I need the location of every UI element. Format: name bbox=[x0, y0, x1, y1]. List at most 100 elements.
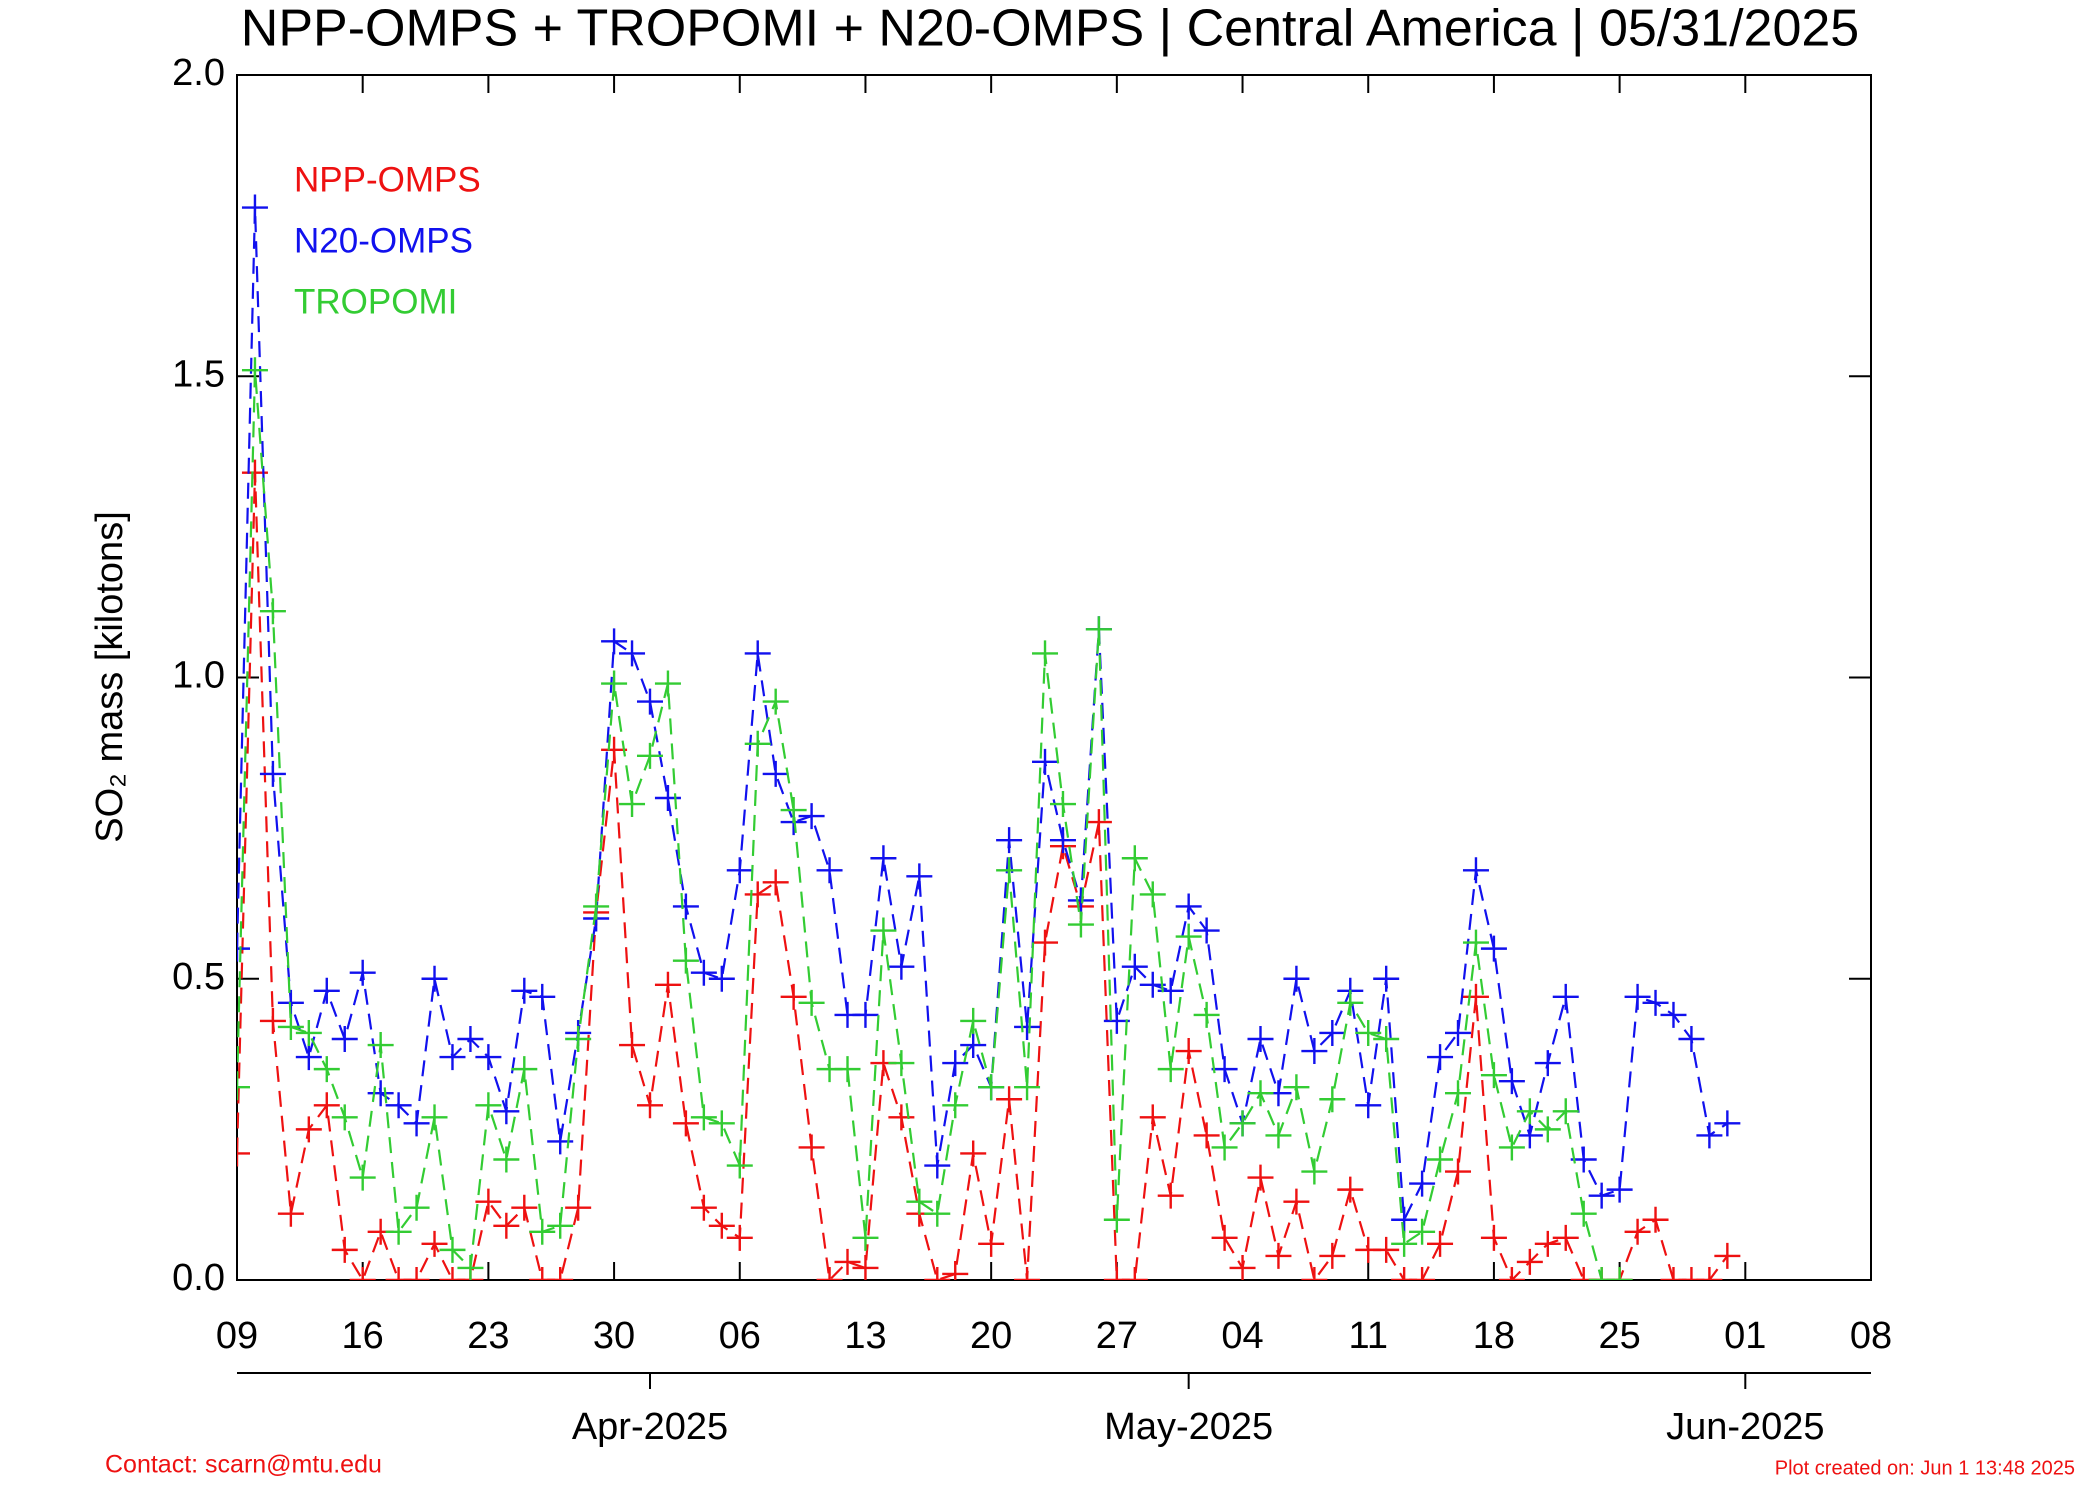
y-tick-label: 2.0 bbox=[172, 52, 225, 94]
marker bbox=[1409, 1267, 1436, 1280]
marker bbox=[1121, 845, 1148, 872]
marker bbox=[1642, 989, 1669, 1016]
y-tick-label: 1.5 bbox=[172, 353, 225, 395]
marker bbox=[457, 1026, 484, 1052]
marker bbox=[1480, 935, 1507, 962]
marker bbox=[1606, 1267, 1633, 1280]
x-tick-label: 09 bbox=[216, 1315, 258, 1357]
marker bbox=[295, 1044, 322, 1071]
marker bbox=[259, 1007, 286, 1034]
marker bbox=[1624, 1218, 1651, 1245]
marker bbox=[1480, 1062, 1507, 1089]
marker bbox=[1373, 965, 1400, 992]
marker bbox=[565, 1194, 592, 1221]
marker bbox=[1247, 1164, 1274, 1191]
marker bbox=[744, 730, 771, 757]
marker bbox=[1211, 1224, 1238, 1251]
marker bbox=[1265, 1242, 1292, 1269]
marker bbox=[636, 1092, 663, 1119]
marker bbox=[511, 1056, 538, 1083]
marker bbox=[601, 670, 628, 697]
marker bbox=[1139, 1104, 1166, 1131]
marker bbox=[1498, 1267, 1525, 1280]
marker bbox=[385, 1092, 412, 1119]
marker bbox=[1175, 1038, 1202, 1065]
marker bbox=[888, 953, 915, 980]
marker bbox=[1103, 1206, 1130, 1233]
y-tick-label: 1.0 bbox=[172, 655, 225, 697]
marker bbox=[1175, 893, 1202, 920]
marker bbox=[834, 1248, 861, 1275]
marker bbox=[762, 688, 789, 715]
marker bbox=[1049, 791, 1076, 818]
marker bbox=[996, 857, 1023, 884]
marker bbox=[1139, 881, 1166, 908]
marker bbox=[1211, 1056, 1238, 1083]
marker bbox=[313, 1056, 340, 1083]
marker bbox=[493, 1212, 520, 1239]
marker bbox=[1301, 1158, 1328, 1185]
marker bbox=[1085, 616, 1112, 643]
marker bbox=[654, 785, 681, 811]
marker bbox=[636, 742, 663, 769]
marker bbox=[1534, 1116, 1561, 1143]
legend-label: N20-OMPS bbox=[294, 221, 473, 260]
marker bbox=[1014, 1013, 1041, 1040]
marker bbox=[1373, 1236, 1400, 1263]
marker bbox=[237, 1074, 250, 1101]
marker bbox=[1103, 1267, 1130, 1280]
marker bbox=[798, 1134, 825, 1161]
chart-title: NPP-OMPS + TROPOMI + N20-OMPS | Central … bbox=[241, 0, 1859, 58]
marker bbox=[1283, 965, 1310, 992]
marker bbox=[1391, 1230, 1418, 1257]
marker bbox=[942, 1050, 969, 1077]
marker bbox=[403, 1110, 430, 1137]
marker bbox=[1480, 1224, 1507, 1251]
marker bbox=[672, 947, 699, 974]
marker bbox=[1283, 1188, 1310, 1215]
marker bbox=[888, 1050, 915, 1077]
legend-label: NPP-OMPS bbox=[294, 160, 481, 199]
marker bbox=[1157, 1056, 1184, 1083]
y-tick-label: 0.0 bbox=[172, 1257, 225, 1299]
marker bbox=[1498, 1068, 1525, 1095]
marker bbox=[475, 1092, 502, 1119]
marker bbox=[1319, 1019, 1346, 1046]
marker bbox=[1678, 1026, 1705, 1052]
marker bbox=[708, 965, 735, 992]
marker bbox=[1193, 1122, 1220, 1149]
marker bbox=[654, 670, 681, 697]
marker bbox=[852, 1224, 879, 1251]
marker bbox=[1014, 1074, 1041, 1101]
marker bbox=[421, 965, 448, 992]
marker bbox=[1462, 857, 1489, 884]
marker bbox=[475, 1044, 502, 1071]
marker bbox=[601, 628, 628, 655]
marker bbox=[439, 1044, 466, 1071]
marker bbox=[1696, 1267, 1723, 1280]
marker bbox=[762, 869, 789, 896]
marker bbox=[960, 1032, 987, 1059]
marker bbox=[1462, 983, 1489, 1010]
marker bbox=[1552, 983, 1579, 1010]
marker bbox=[1373, 1026, 1400, 1052]
marker bbox=[1427, 1146, 1454, 1173]
marker bbox=[237, 1140, 250, 1167]
marker bbox=[798, 989, 825, 1016]
marker bbox=[1516, 1248, 1543, 1275]
marker bbox=[277, 1013, 304, 1040]
marker bbox=[475, 1188, 502, 1215]
marker bbox=[1032, 640, 1059, 667]
marker bbox=[1229, 1110, 1256, 1137]
marker bbox=[403, 1267, 430, 1280]
marker bbox=[906, 863, 933, 890]
marker bbox=[367, 1080, 394, 1107]
marker bbox=[924, 1152, 951, 1179]
x-tick-label: 23 bbox=[467, 1315, 509, 1357]
marker bbox=[1516, 1098, 1543, 1125]
marker bbox=[1157, 1182, 1184, 1209]
marker bbox=[1552, 1098, 1579, 1125]
marker bbox=[277, 1200, 304, 1227]
marker bbox=[690, 959, 717, 986]
x-tick-label: 18 bbox=[1473, 1315, 1515, 1357]
